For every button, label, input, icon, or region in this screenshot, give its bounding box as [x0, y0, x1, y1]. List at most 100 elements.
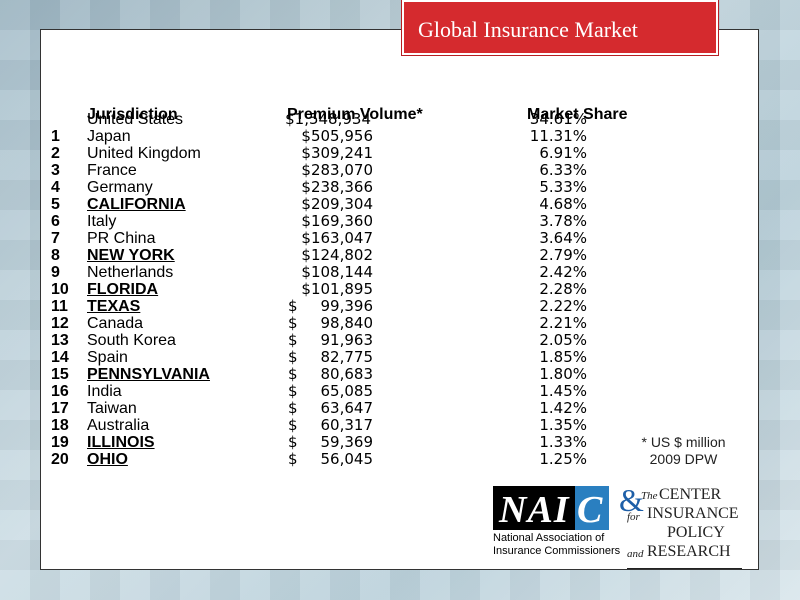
- premium-amount: $101,895: [301, 280, 373, 298]
- table-row: 10 FLORIDA $101,895 2.28%: [41, 280, 760, 299]
- jurisdiction-name: FLORIDA: [87, 281, 159, 298]
- rank-number: 3: [51, 162, 60, 179]
- rank-number: 20: [51, 451, 69, 468]
- share-value: 1.33%: [539, 433, 587, 451]
- premium-amount: $283,070: [301, 161, 373, 179]
- jurisdiction-name: Germany: [87, 179, 153, 196]
- dollar-sign: $: [288, 314, 298, 332]
- dollar-sign: $: [288, 348, 298, 366]
- rank-number: 9: [51, 264, 60, 281]
- premium-amount: $124,802: [301, 246, 373, 264]
- page-title: Global Insurance Market: [418, 17, 638, 42]
- rank-number: 8: [51, 247, 60, 264]
- table-row: 7 PR China $163,047 3.64%: [41, 230, 760, 248]
- jurisdiction-name: Italy: [87, 213, 117, 230]
- jurisdiction-name: Taiwan: [87, 400, 137, 417]
- jurisdiction-name: Spain: [87, 349, 128, 366]
- share-value: 1.25%: [539, 450, 587, 468]
- share-value: 1.45%: [539, 382, 587, 400]
- premium-amount: 82,775: [320, 348, 374, 366]
- premium-amount: $209,304: [301, 195, 373, 213]
- rank-number: 7: [51, 230, 60, 247]
- rank-number: 6: [51, 213, 60, 230]
- rank-number: 17: [51, 400, 69, 417]
- units-note-line1: * US $ million: [641, 434, 726, 450]
- jurisdiction-name: South Korea: [87, 332, 176, 349]
- premium-amount: 98,840: [320, 314, 374, 332]
- premium-value: $80,683: [283, 366, 373, 383]
- share-value: 1.85%: [539, 348, 587, 366]
- premium-value: $108,144: [283, 264, 373, 281]
- premium-amount: $309,241: [301, 144, 373, 162]
- premium-amount: 60,317: [320, 416, 374, 434]
- units-note: * US $ million 2009 DPW: [621, 434, 746, 468]
- premium-value: $238,366: [283, 179, 373, 196]
- rank-number: 13: [51, 332, 69, 349]
- us-row: United States $1,548,934 34.61%: [41, 111, 760, 129]
- table-row: 18 Australia $60,317 1.35%: [41, 416, 760, 435]
- dollar-sign: $: [288, 433, 298, 451]
- premium-value: $169,360: [283, 213, 373, 230]
- cipr-center: CENTER: [659, 486, 722, 503]
- naic-subtitle-1: National Association of: [493, 532, 605, 544]
- jurisdiction-name: United Kingdom: [87, 145, 201, 162]
- premium-value: $98,840: [283, 315, 373, 332]
- premium-value: $101,895: [283, 281, 373, 298]
- table-row: 2 United Kingdom $309,241 6.91%: [41, 144, 760, 163]
- cipr-policy: POLICY: [667, 524, 725, 541]
- premium-header: Premium Volume*: [287, 106, 423, 123]
- table-row: 12 Canada $98,840 2.21%: [41, 314, 760, 333]
- premium-value: $99,396: [283, 298, 373, 315]
- premium-amount: 56,045: [320, 450, 374, 468]
- jurisdiction-name: Australia: [87, 417, 150, 434]
- premium-amount: 63,647: [320, 399, 374, 417]
- premium-value: $59,369: [283, 434, 373, 451]
- cipr-for: for: [627, 511, 640, 523]
- rank-number: 4: [51, 179, 60, 196]
- premium-amount: 59,369: [320, 433, 374, 451]
- share-value: 2.42%: [539, 263, 587, 281]
- share-value: 5.33%: [539, 178, 587, 196]
- cipr-research: RESEARCH: [647, 543, 731, 560]
- table-row: 3 France $283,070 6.33%: [41, 161, 760, 180]
- premium-value: $91,963: [283, 332, 373, 349]
- table-row: 11 TEXAS $99,396 2.22%: [41, 298, 760, 316]
- dollar-sign: $: [288, 365, 298, 383]
- rank-number: 14: [51, 349, 69, 366]
- naic-logo-c: C: [577, 489, 603, 531]
- premium-value: $163,047: [283, 230, 373, 247]
- premium-amount: 91,963: [320, 331, 374, 349]
- premium-value: $63,647: [283, 400, 373, 417]
- table-row: 13 South Korea $91,963 2.05%: [41, 332, 760, 350]
- rank-number: 19: [51, 434, 69, 451]
- table-row: 15 PENNSYLVANIA $80,683 1.80%: [41, 366, 760, 384]
- share-value: 6.33%: [539, 161, 587, 179]
- dollar-sign: $: [288, 331, 298, 349]
- rank-number: 15: [51, 366, 69, 383]
- rank-number: 12: [51, 315, 69, 332]
- premium-value: $82,775: [283, 349, 373, 366]
- share-value: 6.91%: [539, 144, 587, 162]
- share-value: 3.78%: [539, 212, 587, 230]
- table-row: 14 Spain $82,775 1.85%: [41, 348, 760, 367]
- premium-value: $65,085: [283, 383, 373, 400]
- premium-amount: $163,047: [301, 229, 373, 247]
- table-row: 17 Taiwan $63,647 1.42%: [41, 400, 760, 418]
- premium-amount: $505,956: [301, 127, 373, 145]
- premium-value: $309,241: [283, 145, 373, 162]
- cipr-the: The: [641, 490, 658, 502]
- share-value: 2.21%: [539, 314, 587, 332]
- units-note-line2: 2009 DPW: [649, 451, 718, 467]
- jurisdiction-name: ILLINOIS: [87, 434, 155, 451]
- dollar-sign: $: [288, 416, 298, 434]
- rank-number: 10: [51, 281, 69, 298]
- rank-number: 11: [51, 298, 68, 315]
- premium-amount: $108,144: [301, 263, 373, 281]
- premium-value: $283,070: [283, 162, 373, 179]
- share-value: 2.28%: [539, 280, 587, 298]
- rank-number: 5: [51, 196, 60, 213]
- naic-logo: NAI C National Association of Insurance …: [493, 486, 620, 558]
- table-row: 5 CALIFORNIA $209,304 4.68%: [41, 195, 760, 214]
- cipr-and: and: [627, 548, 644, 560]
- dollar-sign: $: [288, 399, 298, 417]
